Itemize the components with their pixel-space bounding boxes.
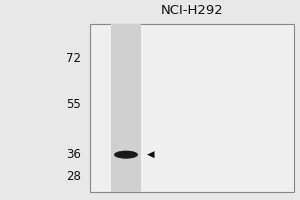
Ellipse shape xyxy=(114,151,138,159)
Text: 36: 36 xyxy=(66,148,81,161)
Text: 55: 55 xyxy=(66,98,81,110)
FancyBboxPatch shape xyxy=(90,24,294,192)
Text: NCI-H292: NCI-H292 xyxy=(160,3,224,17)
Polygon shape xyxy=(147,151,154,158)
Text: 28: 28 xyxy=(66,170,81,182)
FancyBboxPatch shape xyxy=(111,24,141,192)
Text: 72: 72 xyxy=(66,52,81,65)
